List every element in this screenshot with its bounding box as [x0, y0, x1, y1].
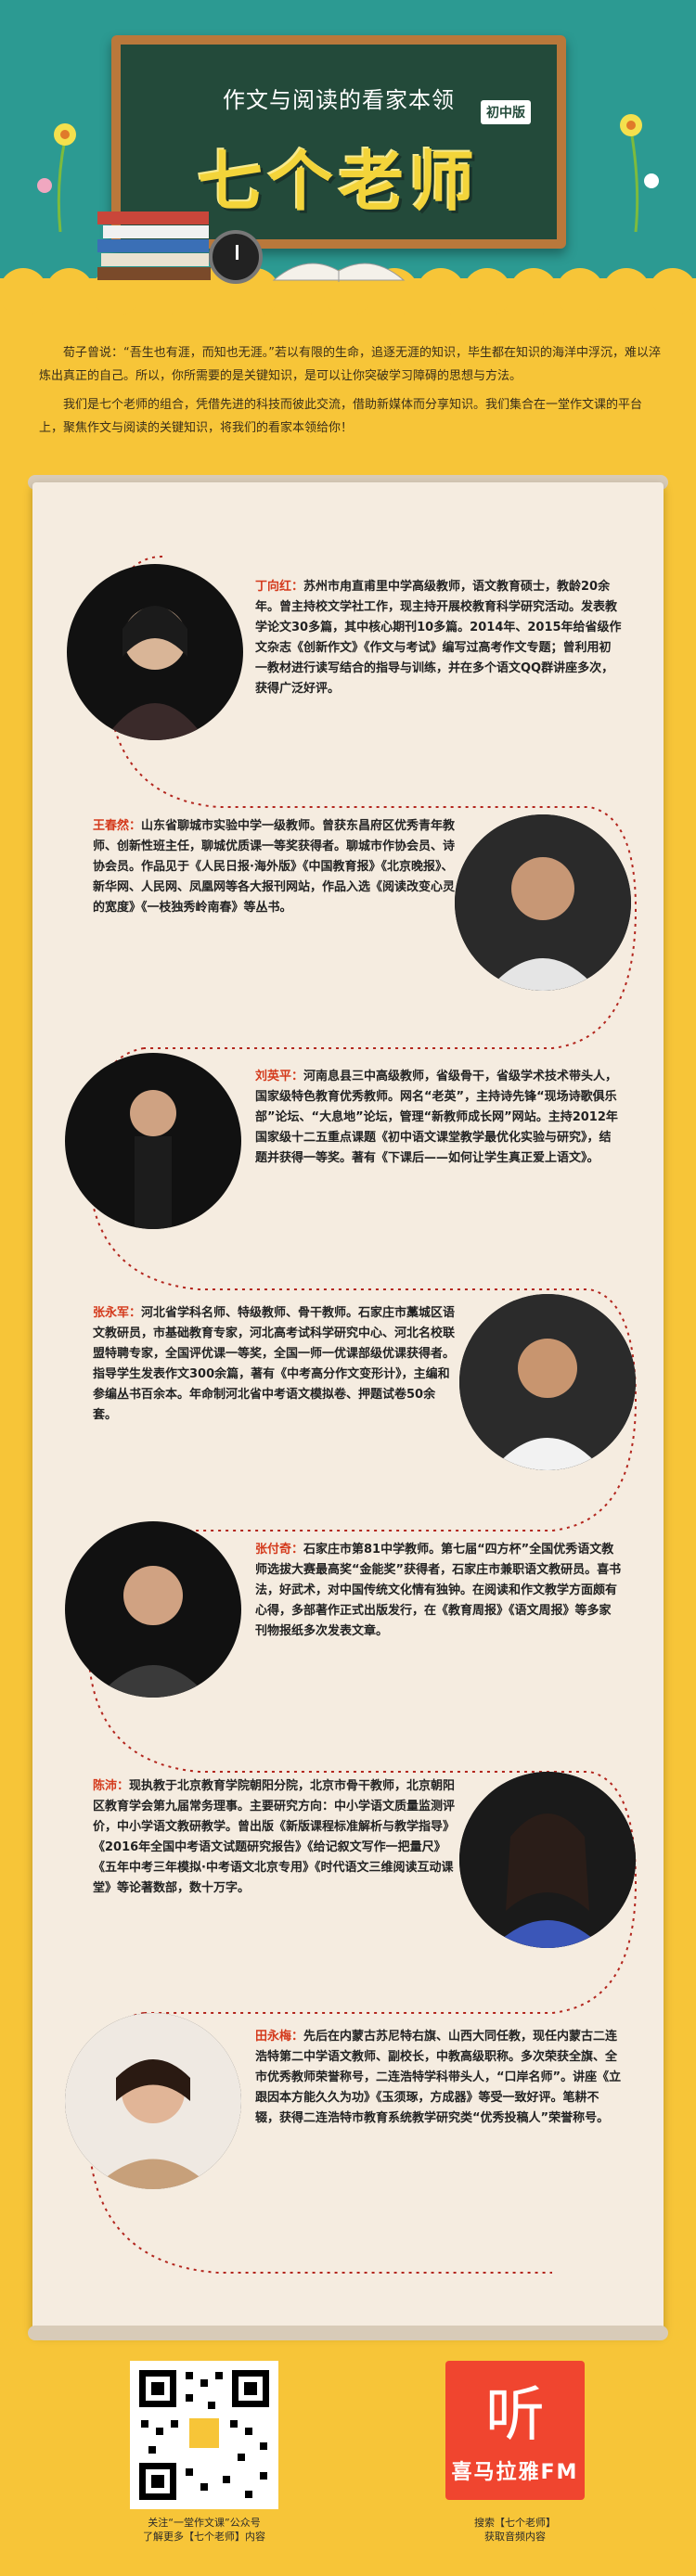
- fm-caption-line-1: 搜索【七个老师】: [474, 2517, 556, 2529]
- teacher-bio-2: 王春然：山东省聊城市实验中学一级教师。曾获东昌府区优秀青年教师、创新性班主任，聊…: [93, 816, 459, 918]
- teacher-bio-4: 张永军：河北省学科名师、特级教师、骨干教师。石家庄市藁城区语文教研员，市基础教育…: [93, 1303, 459, 1426]
- flower-vine-right-icon: [620, 114, 659, 232]
- teacher-bio: 山东省聊城市实验中学一级教师。曾获东昌府区优秀青年教师、创新性班主任，聊城优质课…: [93, 819, 456, 915]
- teacher-bio-6: 陈沛：现执教于北京教育学院朝阳分院，北京市骨干教师，北京朝阳区教育学会第九届常务…: [93, 1776, 459, 1899]
- open-book-icon: [272, 263, 406, 282]
- teacher-photo-liu: [65, 1053, 241, 1229]
- books-icon: [97, 211, 211, 280]
- clock-icon: [209, 230, 263, 284]
- intro-paragraph-2: 我们是七个老师的组合，凭借先进的科技而彼此交流，借助新媒体而分享知识。我们集合在…: [39, 398, 643, 435]
- chalkboard-title: 作文与阅读的看家本领 七个老师 初中版: [111, 35, 566, 249]
- teacher-bio: 河南息县三中高级教师，省级骨干，省级学术技术带头人，国家级特色教育优秀教师。网名…: [255, 1070, 618, 1165]
- teacher-bio-3: 刘英平：河南息县三中高级教师，省级骨干，省级学术技术带头人，国家级特色教育优秀教…: [255, 1067, 622, 1169]
- qr-caption-line-1: 关注“一堂作文课”公众号: [148, 2517, 261, 2529]
- svg-text:听: 听: [485, 2381, 545, 2450]
- teacher-photo-zhang-yj: [459, 1294, 636, 1470]
- teacher-bio: 石家庄市第81中学教师。第七届“四方杯”全国优秀语文教师选拔大赛最高奖“金能奖”…: [255, 1543, 622, 1638]
- teacher-bio-1: 丁向红：苏州市甪直甫里中学高级教师，语文教育硕士，教龄20余年。曾主持校文学社工…: [255, 577, 622, 699]
- teacher-photo-ding: [67, 564, 243, 740]
- teacher-name: 张永军：: [93, 1306, 142, 1320]
- header-title: 七个老师: [198, 144, 480, 220]
- qr-code[interactable]: [130, 2361, 278, 2509]
- qr-caption: 关注“一堂作文课”公众号 了解更多【七个老师】内容: [111, 2516, 297, 2544]
- teacher-name: 陈沛：: [93, 1779, 130, 1793]
- qr-caption-line-2: 了解更多【七个老师】内容: [143, 2531, 265, 2543]
- teacher-name: 田永梅：: [255, 2030, 304, 2044]
- ximalaya-brand: 喜马拉雅FM: [451, 2461, 579, 2484]
- fm-caption-line-2: 获取音频内容: [484, 2531, 546, 2543]
- teacher-bio: 先后在内蒙古苏尼特右旗、山西大同任教，现任内蒙古二连浩特第二中学语文教师、副校长…: [255, 2030, 622, 2125]
- scroll-bottom-edge: [28, 2326, 668, 2340]
- teacher-photo-wang: [455, 814, 631, 991]
- teacher-bio: 河北省学科名师、特级教师、骨干教师。石家庄市藁城区语文教研员，市基础教育专家，河…: [93, 1306, 456, 1422]
- header-subtitle: 作文与阅读的看家本领: [223, 87, 455, 113]
- intro-text: 荀子曾说：“吾生也有涯，而知也无涯。”若以有限的生命，追逐无涯的知识，毕生都在知…: [39, 341, 661, 445]
- teacher-photo-tian: [65, 2013, 241, 2189]
- scallop-edge: [0, 268, 696, 320]
- teacher-name: 刘英平：: [255, 1070, 304, 1083]
- ximalaya-ear-icon: 听: [485, 2381, 545, 2450]
- intro-paragraph-1: 荀子曾说：“吾生也有涯，而知也无涯。”若以有限的生命，追逐无涯的知识，毕生都在知…: [39, 346, 661, 383]
- teacher-bio: 苏州市甪直甫里中学高级教师，语文教育硕士，教龄20余年。曾主持校文学社工作，现主…: [255, 580, 622, 696]
- teacher-name: 丁向红：: [255, 580, 304, 594]
- teacher-bio: 现执教于北京教育学院朝阳分院，北京市骨干教师，北京朝阳区教育学会第九届常务理事。…: [93, 1779, 456, 1895]
- teacher-photo-zhang-fq: [65, 1521, 241, 1698]
- teacher-name: 王春然：: [93, 819, 142, 833]
- fm-caption: 搜索【七个老师】 获取音频内容: [422, 2516, 608, 2544]
- edition-badge: 初中版: [481, 100, 531, 124]
- ximalaya-logo[interactable]: 听 喜马拉雅FM: [445, 2361, 585, 2500]
- teacher-bio-7: 田永梅：先后在内蒙古苏尼特右旗、山西大同任教，现任内蒙古二连浩特第二中学语文教师…: [255, 2027, 622, 2129]
- teacher-photo-chen: [459, 1772, 636, 1948]
- teacher-name: 张付奇：: [255, 1543, 304, 1557]
- dashed-path: [86, 556, 638, 2274]
- teacher-bio-5: 张付奇：石家庄市第81中学教师。第七届“四方杯”全国优秀语文教师选拔大赛最高奖“…: [255, 1540, 622, 1642]
- flower-vine-left-icon: [37, 123, 76, 232]
